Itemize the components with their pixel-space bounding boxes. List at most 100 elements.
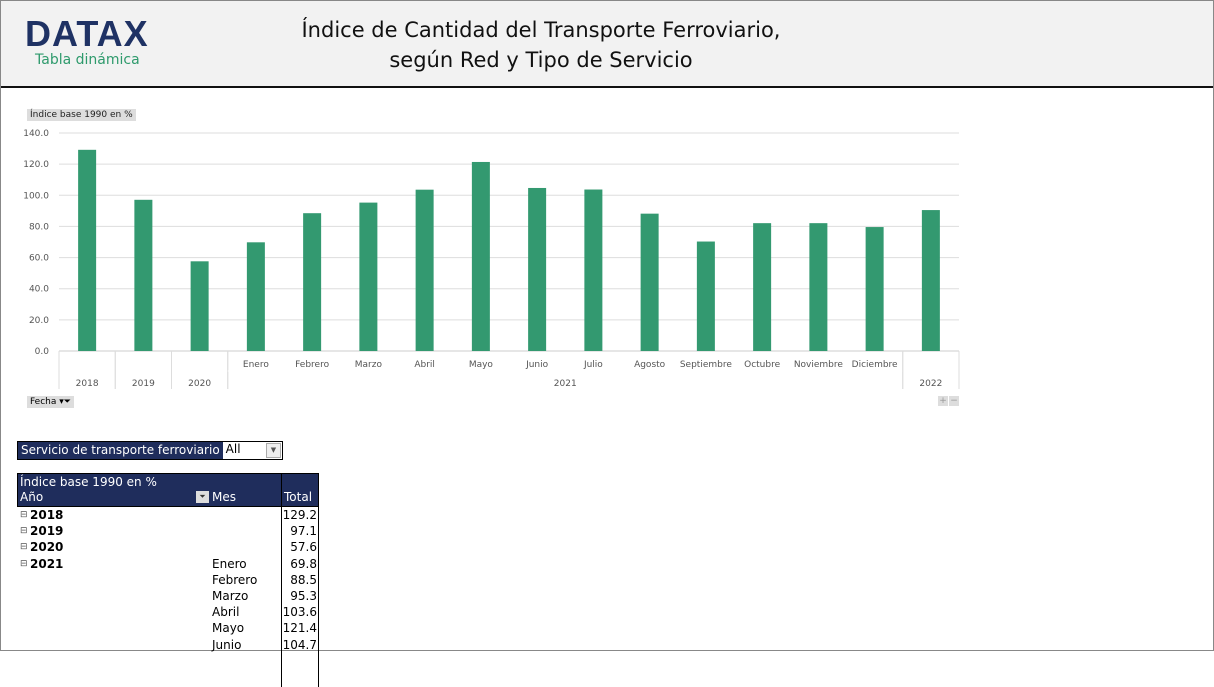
month-cell: Febrero [212, 572, 258, 587]
total-cell: 103.6 [282, 605, 317, 620]
table-row: ⊟ 2020 57.6 [17, 539, 319, 555]
total-cell: 88.5 [290, 572, 317, 587]
table-row: ⊟ 2019 97.1 [17, 523, 319, 539]
bar [246, 242, 265, 351]
filter-select[interactable]: All ▼ [222, 442, 282, 459]
logo-subtitle: Tabla dinámica [35, 52, 140, 68]
y-tick-label: 20.0 [29, 316, 49, 326]
table-row: Febrero 88.5 [17, 572, 319, 588]
bar [696, 241, 715, 351]
collapse-button[interactable]: − [949, 396, 959, 406]
pivot-table: Índice base 1990 en % Año ⏷ Mes Total ⊟ 2… [17, 473, 319, 687]
total-cell: 121.4 [282, 621, 317, 636]
year-cell: 2019 [30, 524, 64, 539]
title-line-2: según Red y Tipo de Servicio [389, 48, 693, 72]
collapse-icon[interactable]: ⊟ [20, 510, 28, 520]
page-title: Índice de Cantidad del Transporte Ferrov… [241, 15, 841, 75]
year-cell: 2021 [30, 556, 64, 571]
x-month-label: Septiembre [680, 360, 733, 370]
total-header: Total [284, 490, 313, 504]
expand-button[interactable]: + [938, 396, 948, 406]
y-tick-label: 120.0 [23, 160, 49, 170]
month-cell: Junio [212, 637, 242, 652]
bar [921, 210, 940, 351]
table-row: ⊟ 2021 Enero 69.8 [17, 556, 319, 572]
month-header: Mes [212, 490, 236, 504]
header: DATAX Tabla dinámica Índice de Cantidad … [1, 1, 1213, 88]
bar [809, 223, 828, 351]
table-row: ⊟ 2018 129.2 [17, 507, 319, 523]
total-cell: 104.7 [282, 637, 317, 652]
report-filter: Servicio de transporte ferroviario All ▼ [17, 441, 283, 460]
year-cell: 2020 [30, 540, 64, 555]
month-cell: Enero [212, 556, 247, 571]
x-month-label: Abril [414, 360, 435, 370]
x-month-label: Agosto [634, 360, 666, 370]
x-year-label: 2020 [188, 379, 211, 389]
year-cell: 2018 [30, 508, 64, 522]
pivot-header: Índice base 1990 en % Año ⏷ Mes Total [17, 473, 319, 507]
bar [471, 161, 490, 351]
bar [303, 213, 322, 351]
x-month-label: Enero [243, 360, 269, 370]
collapse-icon[interactable]: ⊟ [20, 526, 28, 537]
x-month-label: Febrero [295, 360, 329, 370]
total-cell: 69.8 [290, 556, 317, 571]
value-field-button[interactable]: Índice base 1990 en % [27, 109, 136, 121]
bar-chart: 0.0 20.0 40.0 60.0 80.0 100.0 120.0 140.0 Enero F… [23, 129, 960, 389]
table-row: Junio 104.7 [17, 637, 319, 653]
total-cell: 95.3 [290, 588, 317, 603]
x-month-label: Julio [583, 360, 603, 370]
expand-collapse-controls: + − [937, 396, 959, 406]
bar [134, 199, 153, 351]
year-header: Año [20, 490, 44, 504]
fecha-field-button[interactable]: Fecha ▾⏷ [27, 396, 74, 408]
x-month-label: Diciembre [852, 360, 898, 370]
x-year-label: 2022 [919, 379, 942, 389]
total-cell: 57.6 [290, 540, 317, 555]
x-month-label: Marzo [355, 360, 383, 370]
y-tick-label: 140.0 [23, 129, 49, 139]
x-month-label: Mayo [469, 360, 494, 370]
month-cell: Abril [212, 605, 240, 620]
title-line-1: Índice de Cantidad del Transporte Ferrov… [301, 18, 781, 42]
table-row: Marzo 95.3 [17, 588, 319, 604]
total-cell: 97.1 [290, 524, 317, 539]
measure-label: Índice base 1990 en % [20, 475, 157, 489]
filter-value: All [225, 442, 241, 456]
table-row: Mayo 121.4 [17, 620, 319, 636]
collapse-icon[interactable]: ⊟ [20, 558, 28, 569]
bar [359, 202, 378, 351]
bar [78, 149, 97, 351]
month-cell: Mayo [212, 621, 245, 636]
y-tick-label: 40.0 [29, 285, 49, 295]
x-month-label: Junio [525, 360, 549, 370]
bar [415, 189, 434, 351]
x-month-label: Noviembre [794, 360, 844, 370]
collapse-icon[interactable]: ⊟ [20, 542, 28, 553]
y-tick-label: 80.0 [29, 222, 49, 232]
x-year-label: 2021 [554, 379, 577, 389]
pivot-body: ⊟ 2018 129.2 ⊟ 2019 97.1 ⊟ 2020 57.6 ⊟ 2021 Enero 69… [17, 507, 319, 687]
table-row: Abril 103.6 [17, 604, 319, 620]
y-tick-label: 60.0 [29, 254, 49, 264]
filter-icon[interactable]: ⏷ [196, 491, 209, 503]
bar [865, 227, 884, 351]
bar [528, 187, 547, 351]
y-tick-label: 100.0 [23, 191, 49, 201]
fecha-label: Fecha [30, 397, 57, 407]
dropdown-arrow-icon[interactable]: ▼ [266, 443, 281, 458]
x-year-label: 2019 [132, 379, 155, 389]
bar [190, 261, 209, 351]
filter-icon: ▾⏷ [59, 397, 71, 407]
month-cell: Marzo [212, 588, 249, 603]
filter-label: Servicio de transporte ferroviario [21, 443, 220, 457]
bar [640, 213, 659, 351]
x-year-label: 2018 [76, 379, 99, 389]
total-cell: 129.2 [282, 508, 317, 522]
logo: DATAX [25, 13, 149, 54]
bar [753, 223, 772, 351]
x-month-label: Octubre [744, 360, 780, 370]
y-tick-label: 0.0 [35, 347, 50, 357]
bar [584, 189, 603, 351]
